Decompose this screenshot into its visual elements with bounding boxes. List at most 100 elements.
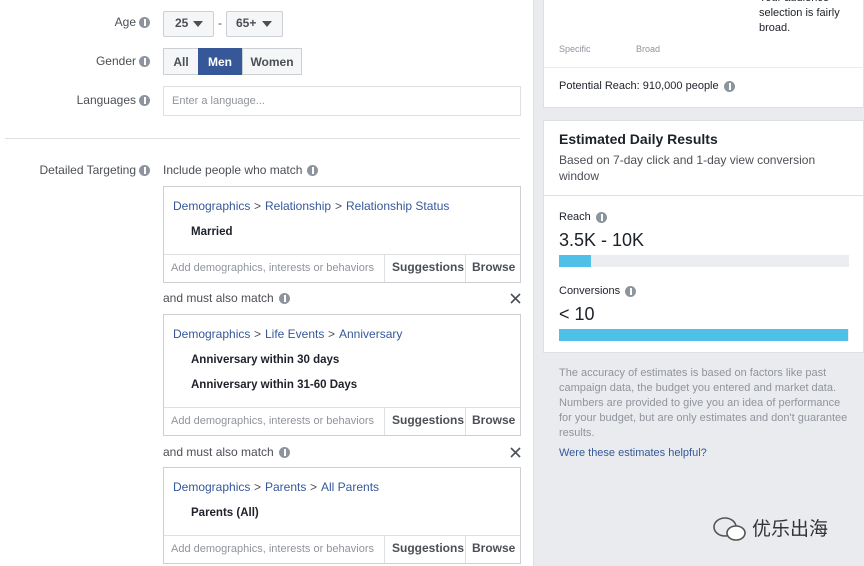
targeting-item: Anniversary within 30 days — [191, 354, 340, 366]
info-icon[interactable] — [307, 165, 318, 176]
remove-group[interactable] — [510, 293, 521, 304]
footer-separator — [384, 535, 385, 563]
feedback-link[interactable]: Were these estimates helpful? — [559, 447, 707, 459]
breadcrumb-link[interactable]: Relationship — [265, 199, 332, 213]
metric-bar-fill — [559, 329, 848, 341]
breadcrumb-separator: > — [310, 480, 318, 494]
breadcrumb-link[interactable]: All Parents — [321, 480, 380, 494]
card-divider — [544, 67, 864, 68]
card-divider — [544, 195, 864, 196]
remove-group[interactable] — [510, 447, 521, 458]
metric-bar-track — [559, 329, 849, 341]
targeting-box — [163, 467, 521, 564]
info-dot — [728, 83, 731, 85]
footer-separator — [384, 407, 385, 435]
group-heading: Include people who match — [163, 163, 303, 177]
browse-button[interactable]: Browse — [472, 541, 516, 555]
age-min-dropdown[interactable] — [163, 11, 214, 37]
breadcrumb-link[interactable]: Parents — [265, 480, 307, 494]
info-bar — [143, 60, 146, 65]
language-input[interactable]: Enter a language... — [163, 86, 521, 116]
suggestions-button[interactable]: Suggestions — [392, 541, 465, 555]
field-label: Detailed Targeting — [39, 163, 136, 177]
metric-label: Conversions — [559, 285, 621, 297]
info-dot — [143, 97, 146, 99]
info-icon[interactable] — [139, 56, 150, 67]
footer-separator — [465, 535, 466, 563]
info-bar — [283, 451, 286, 456]
targeting-item: Anniversary within 31-60 Days — [191, 379, 358, 391]
info-icon[interactable] — [139, 95, 150, 106]
gender-option-label: Men — [208, 55, 232, 69]
suggestions-button[interactable]: Suggestions — [392, 260, 465, 274]
breadcrumb-link[interactable]: Life Events — [265, 327, 325, 341]
targeting-item: Married — [191, 226, 233, 238]
metric-label: Reach — [559, 211, 591, 223]
section-divider — [5, 138, 520, 139]
breadcrumb-link[interactable]: Anniversary — [339, 327, 403, 341]
estimates-disclaimer: The accuracy of estimates is based on fa… — [559, 367, 848, 439]
box-footer-divider — [164, 407, 520, 408]
age-max-value: 65+ — [236, 16, 257, 30]
info-dot — [283, 295, 286, 297]
info-dot — [311, 167, 314, 169]
metric-value: < 10 — [559, 304, 595, 324]
dropdown-caret — [262, 21, 272, 27]
estimates-title: Estimated Daily Results — [559, 131, 718, 147]
group-heading: and must also match — [163, 445, 274, 459]
footer-input-placeholder[interactable]: Add demographics, interests or behaviors — [171, 543, 374, 555]
info-icon[interactable] — [279, 447, 290, 458]
info-dot — [143, 167, 146, 169]
info-bar — [311, 169, 314, 174]
gauge-specific: Specific — [559, 44, 591, 54]
gender-option-label: Women — [250, 55, 294, 69]
info-icon[interactable] — [625, 286, 636, 297]
gender-option-label: All — [173, 55, 189, 69]
info-icon[interactable] — [139, 165, 150, 176]
breadcrumb-link[interactable]: Demographics — [173, 327, 251, 341]
footer-separator — [465, 254, 466, 282]
info-icon[interactable] — [139, 17, 150, 28]
footer-input-placeholder[interactable]: Add demographics, interests or behaviors — [171, 262, 374, 274]
breadcrumb-separator: > — [254, 199, 262, 213]
metric-bar-track — [559, 255, 849, 267]
metric-value: 3.5K - 10K — [559, 230, 645, 250]
audience-card — [543, 0, 864, 108]
targeting-box — [163, 186, 521, 283]
age-dash: - — [218, 16, 222, 30]
breadcrumb-link[interactable]: Demographics — [173, 480, 251, 494]
breadcrumb-separator: > — [328, 327, 336, 341]
gender-option[interactable]: Men — [198, 48, 242, 75]
breadcrumb-link[interactable]: Relationship Status — [346, 199, 450, 213]
info-icon[interactable] — [279, 293, 290, 304]
gender-option[interactable]: Women — [242, 48, 302, 75]
breadcrumb-separator: > — [335, 199, 343, 213]
estimates-subtitle: Based on 7-day click and 1-day view conv… — [559, 153, 816, 183]
targeting-item: Parents (All) — [191, 507, 259, 519]
info-dot — [283, 449, 286, 451]
info-bar — [143, 21, 146, 26]
footer-separator — [465, 407, 466, 435]
targeting-box — [163, 314, 521, 436]
suggestions-button[interactable]: Suggestions — [392, 413, 465, 427]
info-icon[interactable] — [596, 212, 607, 223]
box-footer-divider — [164, 254, 520, 255]
field-label: Gender — [95, 54, 136, 68]
info-bar — [600, 216, 603, 221]
estimates-card — [543, 120, 864, 353]
info-bar — [283, 297, 286, 302]
potential-reach: Potential Reach: 910,000 people — [559, 80, 719, 92]
info-bar — [143, 99, 146, 104]
info-bar — [629, 290, 632, 295]
browse-button[interactable]: Browse — [472, 413, 516, 427]
gender-option[interactable]: All — [163, 48, 199, 75]
info-icon[interactable] — [724, 81, 735, 92]
footer-input-placeholder[interactable]: Add demographics, interests or behaviors — [171, 415, 374, 427]
browse-button[interactable]: Browse — [472, 260, 516, 274]
breadcrumb-separator: > — [254, 327, 262, 341]
age-min-value: 25 — [175, 16, 189, 30]
breadcrumb-link[interactable]: Demographics — [173, 199, 251, 213]
field-label: Languages — [76, 93, 136, 107]
age-max-dropdown[interactable] — [226, 11, 283, 37]
